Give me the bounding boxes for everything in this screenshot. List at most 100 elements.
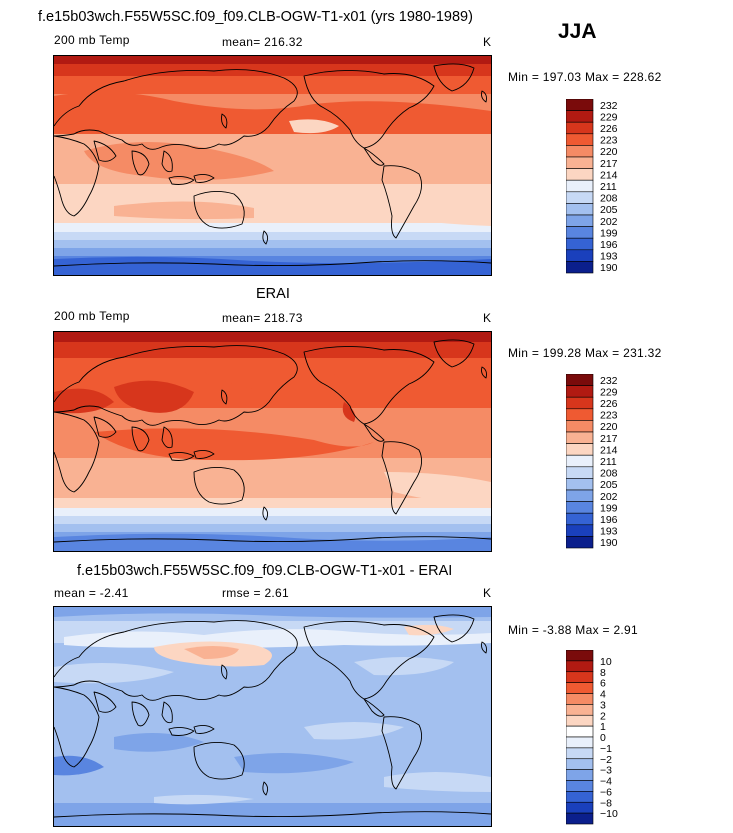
coastline <box>303 621 435 700</box>
field-band <box>54 248 491 256</box>
colorbar-box <box>565 489 594 502</box>
field-contour <box>374 193 491 226</box>
field-contour <box>64 629 491 648</box>
coastline <box>262 506 269 521</box>
panel1-colorbar-svg: 2322292262232202172142112082052021991961… <box>565 98 618 274</box>
colorbar-label: 205 <box>600 204 618 216</box>
coastline <box>221 664 228 680</box>
field-band <box>54 223 491 232</box>
colorbar-label: −3 <box>600 765 612 777</box>
colorbar-label: 6 <box>600 678 606 690</box>
colorbar-label: 214 <box>600 169 618 181</box>
field-band <box>54 64 491 76</box>
colorbar-box <box>565 191 594 204</box>
field-contour <box>289 119 339 134</box>
colorbar-label: 211 <box>600 181 617 193</box>
colorbar-box <box>565 249 594 262</box>
coastline <box>193 724 215 734</box>
field-contour <box>154 794 254 805</box>
coastline <box>381 441 423 515</box>
colorbar-label: 1 <box>600 721 606 733</box>
panel2-map <box>53 331 492 552</box>
colorbar-box <box>565 373 594 386</box>
panel2-mean: mean= 218.73 <box>222 311 303 325</box>
colorbar-label: 223 <box>600 135 618 147</box>
field-contour <box>449 138 491 166</box>
panel3-units: K <box>483 586 492 600</box>
field-band <box>54 332 491 342</box>
colorbar-box <box>565 478 594 491</box>
field-contour <box>342 402 356 422</box>
panel3-map-svg <box>54 607 491 826</box>
colorbar-label: 205 <box>600 479 618 491</box>
coastline <box>363 147 385 166</box>
colorbar-box <box>565 179 594 193</box>
field-band <box>54 524 491 532</box>
field-contour <box>114 201 254 220</box>
field-contour <box>384 472 491 508</box>
coastline <box>481 90 487 103</box>
colorbar-box <box>565 214 594 227</box>
colorbar-label: 229 <box>600 111 618 123</box>
colorbar-label: 2 <box>600 710 606 722</box>
colorbar-label: −8 <box>600 797 612 809</box>
colorbar-box <box>565 758 594 770</box>
coastline <box>303 346 435 425</box>
panel2-colorbar-svg: 2322292262232202172142112082052021991961… <box>565 373 618 549</box>
colorbar-label: 190 <box>600 537 618 549</box>
colorbar-label: 220 <box>600 146 618 158</box>
coastline <box>433 63 475 92</box>
colorbar-label: 193 <box>600 251 618 263</box>
coastline <box>161 150 173 173</box>
colorbar-label: −2 <box>600 754 612 766</box>
panel3-colorbar: 10 8 6 4 3 2 1 0 −1 −2 −3 −4 −6 −8 −10 <box>565 649 636 830</box>
colorbar-label: 217 <box>600 158 618 170</box>
colorbar-box <box>565 704 594 716</box>
colorbar-label: 229 <box>600 386 618 398</box>
colorbar-box <box>565 156 594 169</box>
colorbar-box <box>565 512 594 526</box>
field-contour <box>234 753 354 774</box>
colorbar-box <box>565 736 594 749</box>
field-contour <box>114 380 194 413</box>
colorbar-label: 232 <box>600 100 618 112</box>
panel1-map <box>53 55 492 276</box>
colorbar-box <box>565 237 594 251</box>
panel2-variable: 200 mb Temp <box>54 309 130 323</box>
coastline <box>54 135 100 217</box>
field-contour <box>384 772 491 792</box>
colorbar-box <box>565 791 594 803</box>
coastline <box>54 811 491 818</box>
colorbar-label: 214 <box>600 444 618 456</box>
field-contour <box>54 533 491 551</box>
colorbar-label: −6 <box>600 786 612 798</box>
colorbar-label: 202 <box>600 491 618 503</box>
coastline <box>221 113 228 129</box>
coastline <box>481 366 487 379</box>
field-contour <box>84 142 274 180</box>
coastline <box>161 701 173 724</box>
field-band <box>54 56 491 64</box>
coastline <box>131 150 150 176</box>
colorbar-label: 232 <box>600 375 618 387</box>
panel3-minmax: Min = -3.88 Max = 2.91 <box>508 623 638 637</box>
field-band <box>54 498 491 508</box>
colorbar-label: 196 <box>600 514 618 526</box>
season-label: JJA <box>558 20 597 43</box>
coastline <box>54 411 100 493</box>
colorbar-box <box>565 98 594 111</box>
coastline <box>168 451 195 461</box>
coastline <box>433 339 475 368</box>
coastline <box>262 781 269 796</box>
panel1-mean: mean= 216.32 <box>222 35 303 49</box>
colorbar-box <box>565 801 594 814</box>
field-band <box>54 508 491 516</box>
field-contour <box>304 722 404 740</box>
field-contour <box>354 657 454 676</box>
colorbar-label: −1 <box>600 743 612 755</box>
colorbar-box <box>565 536 594 549</box>
colorbar-label: 10 <box>600 656 612 668</box>
colorbar-label: 0 <box>600 732 606 744</box>
coastline <box>54 69 298 150</box>
field-band <box>54 232 491 240</box>
